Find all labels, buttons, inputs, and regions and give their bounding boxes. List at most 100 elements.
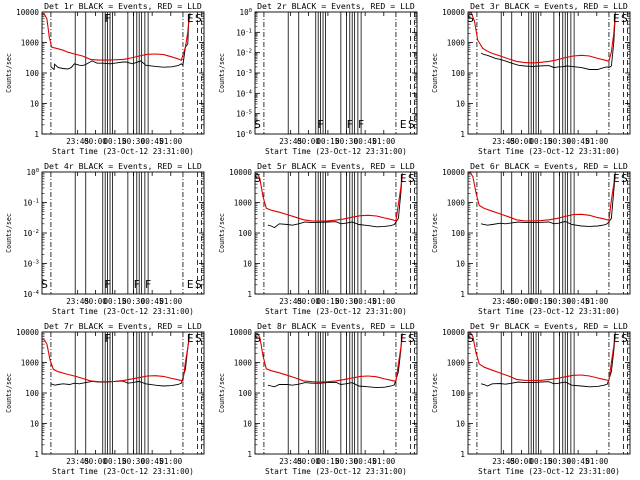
- y-tick-label: 100: [451, 389, 465, 398]
- x-tick-label: 00:15: [529, 137, 552, 146]
- series-events: [480, 173, 616, 227]
- x-axis-label: Start Time (23-Oct-12 23:31:00): [265, 467, 407, 476]
- panel-title: Det 2r BLACK = Events, RED = LLD: [257, 1, 415, 11]
- y-tick-label: 10000: [442, 328, 465, 337]
- y-tick-label: 10-1: [236, 28, 252, 37]
- flag-label: S: [621, 173, 628, 185]
- panel-title: Det 1r BLACK = Events, RED = LLD: [44, 1, 202, 11]
- flag-label: E: [400, 333, 407, 345]
- flag-label: E: [187, 13, 194, 25]
- x-tick-label: 00:45: [141, 137, 164, 146]
- x-tick-label: 00:00: [84, 137, 107, 146]
- x-tick-label: 00:00: [84, 457, 107, 466]
- x-axis-label: Start Time (23-Oct-12 23:31:00): [265, 147, 407, 156]
- y-tick-label: 100: [238, 229, 252, 238]
- x-tick-label: 00:15: [529, 457, 552, 466]
- y-tick-label: 1: [460, 130, 465, 139]
- plot-frame: [254, 11, 418, 135]
- series-lld: [255, 332, 403, 383]
- x-tick-label: 01:00: [159, 137, 182, 146]
- x-tick-label: 00:30: [122, 457, 145, 466]
- y-axis-label: Counts/sec: [431, 373, 439, 413]
- panel-title: Det 6r BLACK = Events, RED = LLD: [470, 161, 628, 171]
- x-tick-label: 00:30: [335, 457, 358, 466]
- x-tick-label: 00:00: [297, 137, 320, 146]
- x-tick-label: 00:15: [316, 457, 339, 466]
- x-tick-label: 00:30: [122, 137, 145, 146]
- y-tick-label: 10-2: [236, 49, 252, 58]
- flag-label: F: [105, 279, 111, 291]
- y-tick-label: 100: [451, 229, 465, 238]
- y-tick-label: 1: [460, 450, 465, 459]
- y-tick-label: 10000: [442, 8, 465, 17]
- x-tick-label: 00:15: [103, 457, 126, 466]
- y-axis-label: Counts/sec: [5, 53, 13, 93]
- flag-label: S: [254, 173, 261, 185]
- x-tick-label: 00:30: [122, 297, 145, 306]
- x-tick-label: 01:00: [372, 297, 395, 306]
- flag-label: E: [613, 13, 620, 25]
- y-tick-label: 10-3: [236, 69, 252, 78]
- flag-label: F: [347, 119, 353, 131]
- x-tick-label: 01:00: [159, 297, 182, 306]
- series-events: [267, 333, 403, 389]
- y-tick-label: 10000: [229, 328, 252, 337]
- panel-det-8: Det 8r BLACK = Events, RED = LLD Counts/s…: [218, 321, 418, 476]
- flag-label: F: [105, 333, 111, 345]
- flag-label: S: [41, 279, 48, 291]
- x-tick-label: 00:00: [510, 297, 533, 306]
- flag-label: E: [613, 173, 620, 185]
- flag-label: S: [195, 333, 202, 345]
- flag-label: S: [408, 119, 415, 131]
- flag-label: S: [621, 13, 628, 25]
- flag-label: F: [358, 119, 364, 131]
- y-tick-label: 10: [30, 420, 40, 429]
- flag-label: E: [400, 173, 407, 185]
- y-tick-label: 10-5: [236, 110, 252, 119]
- x-tick-label: 01:00: [372, 137, 395, 146]
- x-tick-label: 01:00: [585, 457, 608, 466]
- y-axis-label: Counts/sec: [431, 213, 439, 253]
- x-axis-label: Start Time (23-Oct-12 23:31:00): [478, 147, 620, 156]
- y-tick-label: 1: [247, 290, 252, 299]
- y-tick-label: 10: [30, 100, 40, 109]
- flag-label: S: [467, 13, 474, 25]
- x-tick-label: 00:45: [354, 297, 377, 306]
- y-tick-label: 10000: [16, 8, 39, 17]
- y-tick-label: 100: [238, 389, 252, 398]
- x-axis-label: Start Time (23-Oct-12 23:31:00): [478, 307, 620, 316]
- x-tick-label: 01:00: [585, 137, 608, 146]
- x-tick-label: 00:30: [335, 137, 358, 146]
- flag-label: S: [467, 333, 474, 345]
- series-events: [50, 13, 191, 71]
- y-tick-label: 1: [34, 130, 39, 139]
- x-axis-label: Start Time (23-Oct-12 23:31:00): [52, 467, 194, 476]
- x-tick-label: 00:15: [103, 137, 126, 146]
- plot-frame: [41, 11, 205, 135]
- flag-label: E: [187, 279, 194, 291]
- y-tick-label: 1000: [447, 199, 466, 208]
- panel-title: Det 5r BLACK = Events, RED = LLD: [257, 161, 415, 171]
- flag-label: F: [318, 119, 324, 131]
- x-tick-label: 23:45: [492, 457, 515, 466]
- y-axis-label: Counts/sec: [431, 53, 439, 93]
- y-tick-label: 1000: [234, 199, 253, 208]
- x-axis-label: Start Time (23-Oct-12 23:31:00): [52, 307, 194, 316]
- flag-label: S: [621, 333, 628, 345]
- x-tick-label: 23:45: [492, 137, 515, 146]
- x-tick-label: 00:45: [354, 457, 377, 466]
- y-tick-label: 1000: [447, 39, 466, 48]
- flag-label: F: [145, 279, 151, 291]
- plot-frame: [254, 331, 418, 455]
- panel-det-6: Det 6r BLACK = Events, RED = LLD Counts/s…: [431, 161, 631, 316]
- x-tick-label: 00:45: [354, 137, 377, 146]
- panel-title: Det 3r BLACK = Events, RED = LLD: [470, 1, 628, 11]
- plot-frame: [41, 171, 205, 295]
- plot-frame: [467, 11, 631, 135]
- x-tick-label: 23:45: [66, 297, 89, 306]
- x-tick-label: 00:45: [567, 457, 590, 466]
- y-tick-label: 10-6: [236, 130, 252, 139]
- x-tick-label: 23:45: [66, 137, 89, 146]
- series-lld: [41, 336, 190, 383]
- x-tick-label: 00:30: [335, 297, 358, 306]
